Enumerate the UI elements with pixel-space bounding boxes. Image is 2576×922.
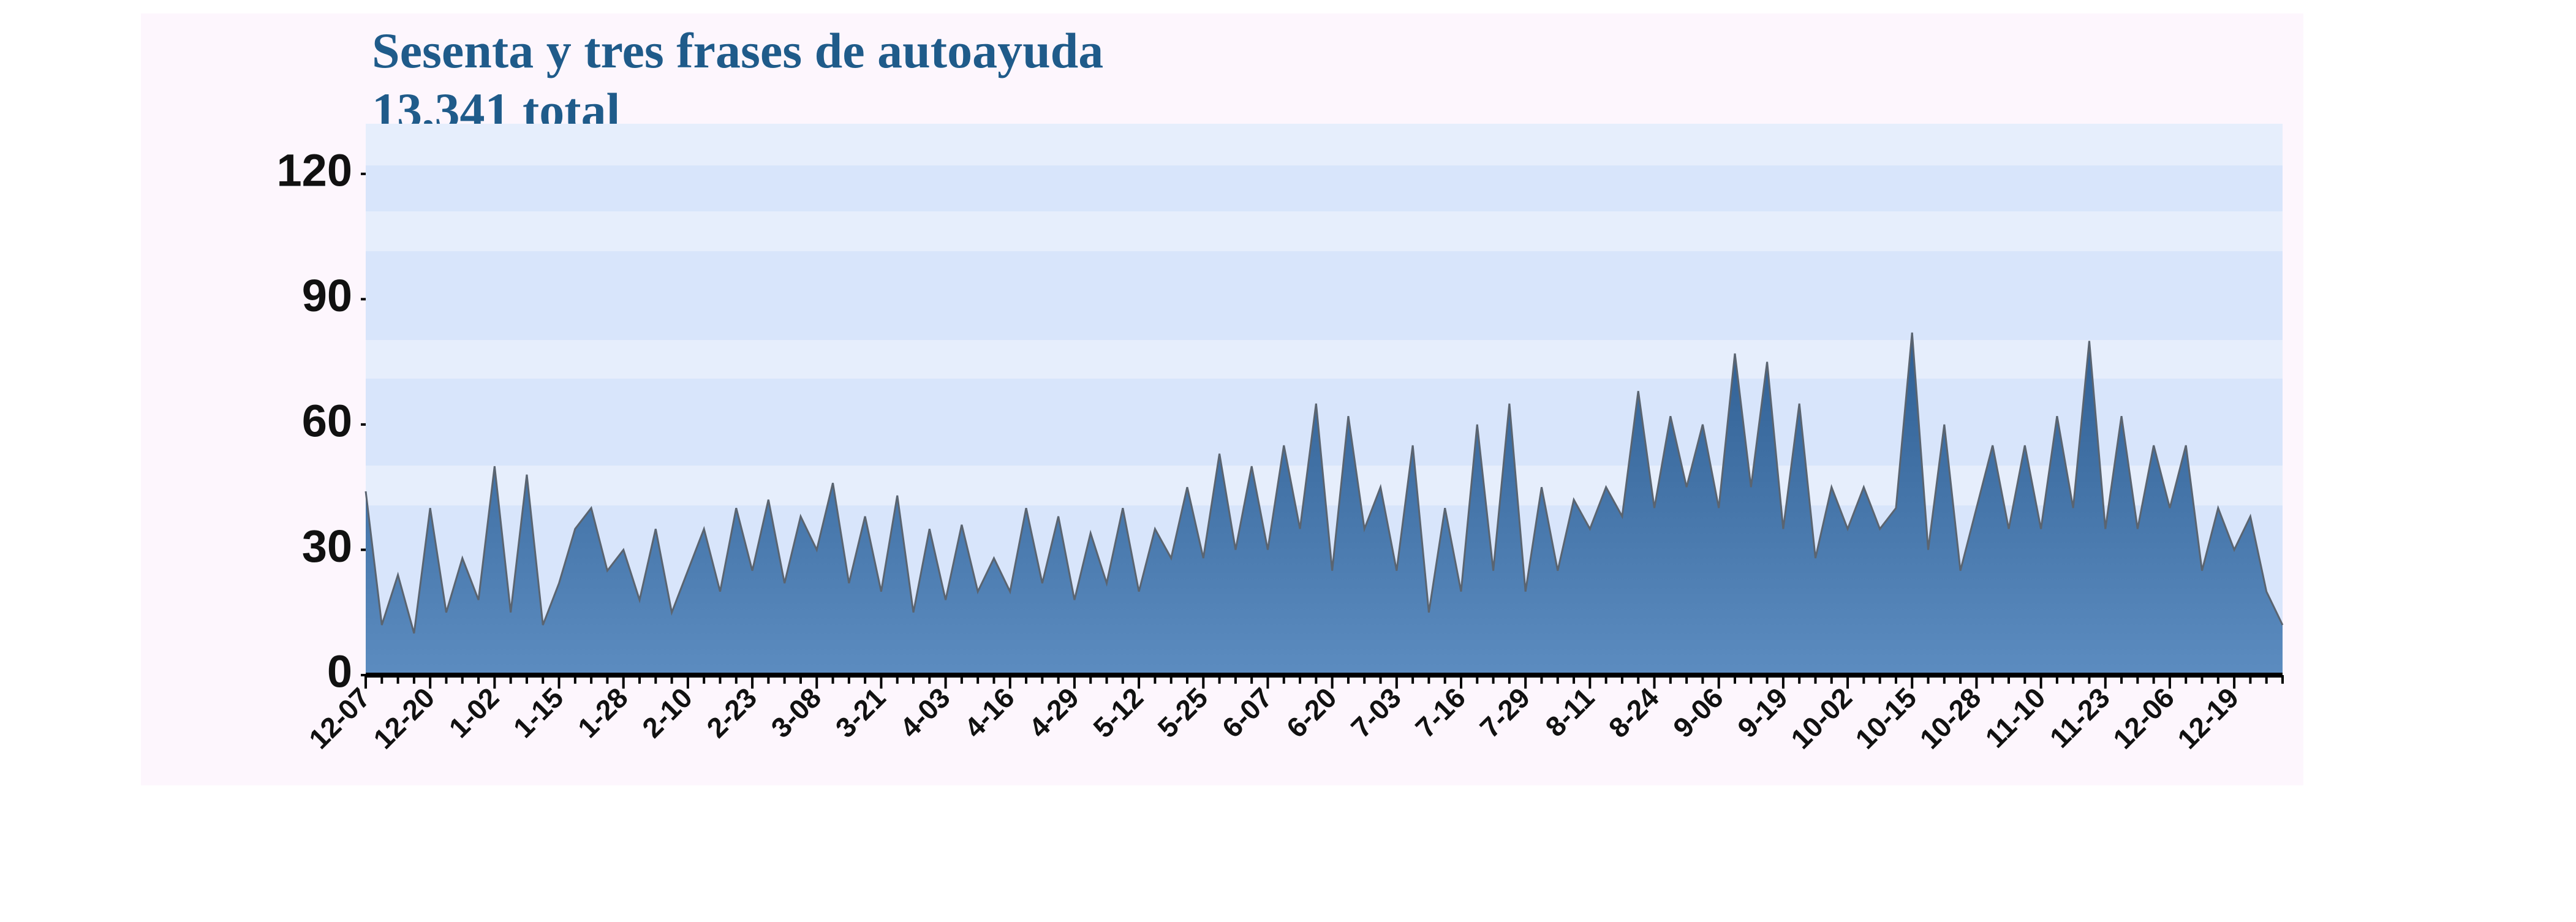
y-tick-label: 90 — [302, 270, 352, 321]
plot-band — [366, 379, 2283, 466]
plot-band — [366, 251, 2283, 340]
y-tick-label: 120 — [277, 145, 352, 195]
y-tick-label: 30 — [302, 521, 352, 572]
area-line — [364, 332, 2284, 634]
plot-band — [366, 165, 2283, 211]
chart-title: Sesenta y tres frases de autoayuda — [372, 23, 1103, 78]
y-tick-label: 0 — [327, 646, 352, 697]
area — [366, 332, 2283, 675]
y-tick-label: 60 — [302, 395, 352, 446]
